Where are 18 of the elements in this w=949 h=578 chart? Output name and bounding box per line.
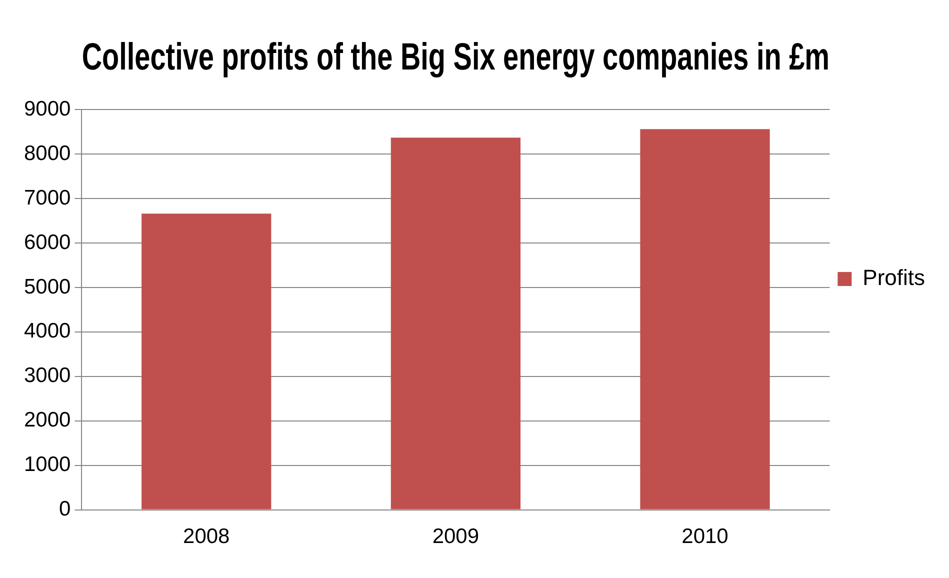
- y-tick-label: 3000: [24, 364, 71, 388]
- chart-title: Collective profits of the Big Six energy companies in £m: [82, 36, 830, 78]
- y-tick-label: 5000: [24, 275, 71, 298]
- y-tick-label: 0: [59, 498, 71, 521]
- y-tick-label: 9000: [24, 97, 71, 120]
- y-tick-label: 7000: [24, 186, 71, 210]
- bar: [640, 129, 770, 510]
- y-tick-label: 6000: [24, 230, 71, 254]
- legend-label: Profits: [862, 265, 926, 290]
- y-tick-label: 4000: [24, 320, 71, 343]
- y-tick-label: 8000: [24, 142, 71, 165]
- x-tick-label: 2010: [682, 525, 728, 548]
- x-tick-label: 2009: [432, 525, 480, 548]
- bar: [390, 138, 521, 510]
- y-tick-label: 1000: [24, 453, 71, 476]
- x-tick-label: 2008: [183, 525, 230, 548]
- y-tick-label: 2000: [24, 408, 71, 432]
- bar: [142, 214, 272, 510]
